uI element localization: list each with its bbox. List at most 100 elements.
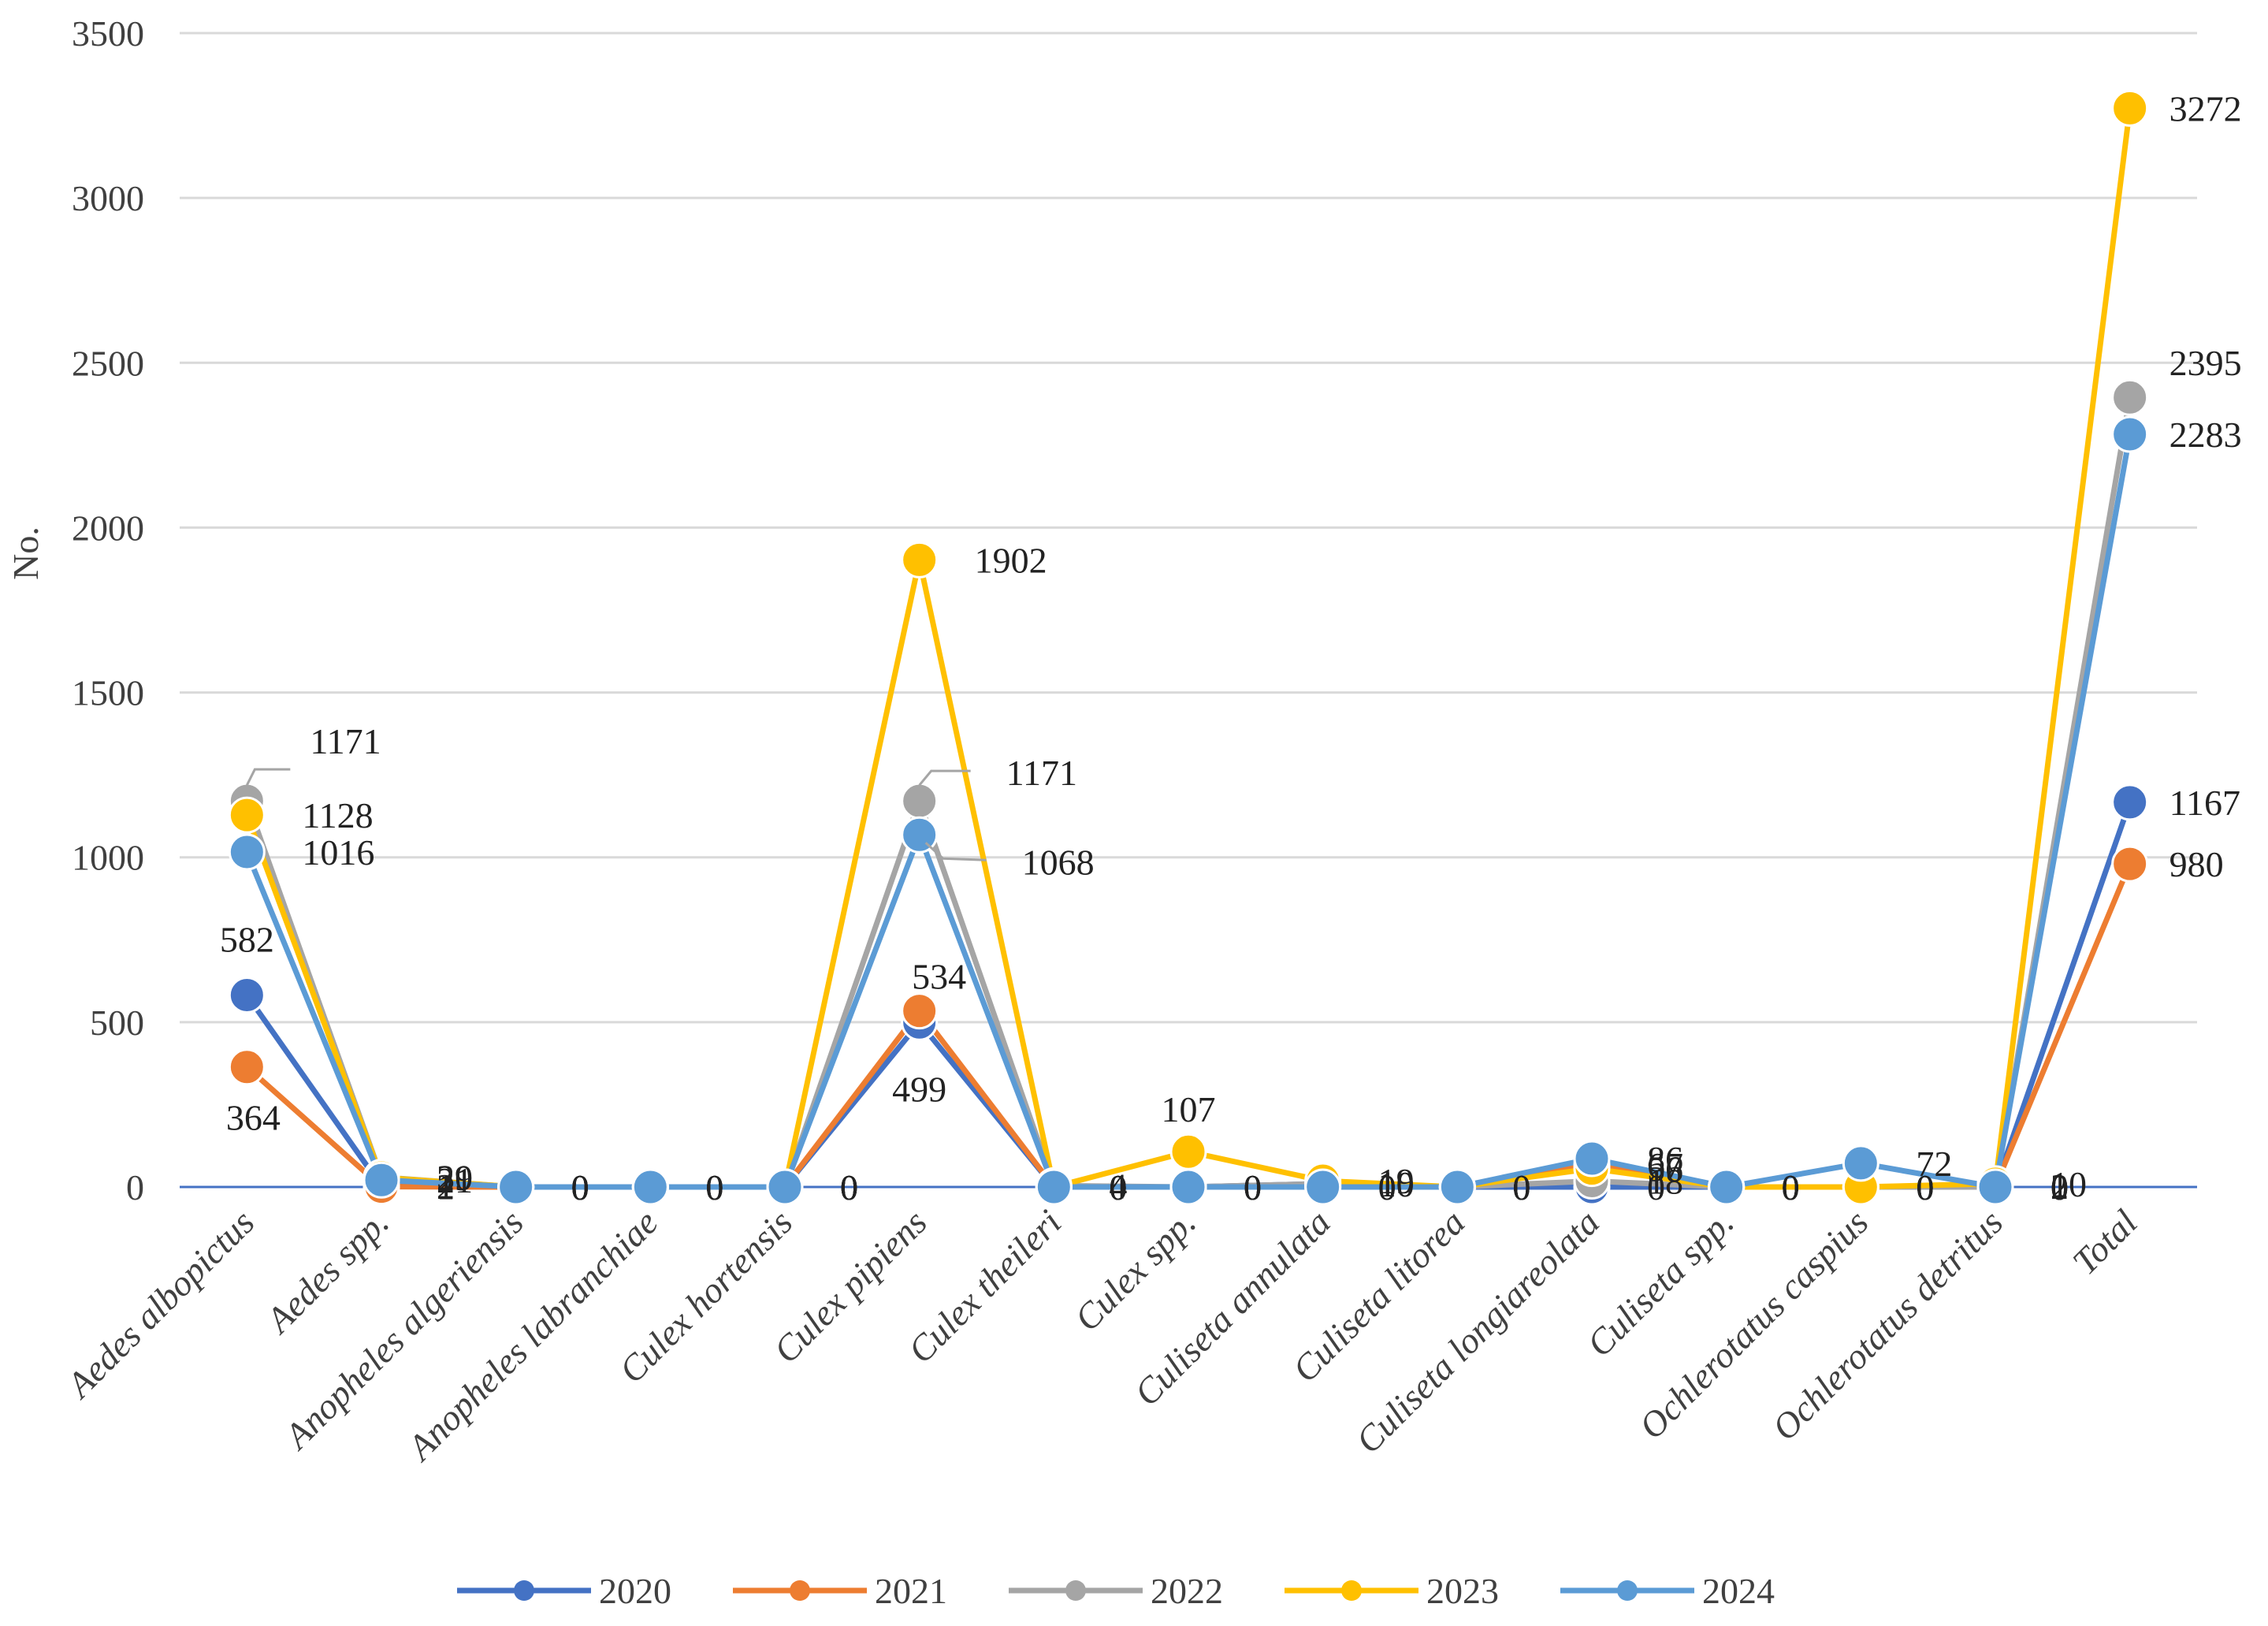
data-label: 29: [437, 1158, 473, 1198]
data-label: 0: [705, 1167, 723, 1207]
data-label: 0: [705, 1167, 723, 1207]
legend-label-2022: 2022: [1151, 1571, 1223, 1611]
legend-marker-2021: [790, 1580, 810, 1601]
data-label: 30: [437, 1157, 473, 1197]
data-label: 499: [892, 1069, 946, 1109]
x-category-label: Ochlerotatus detritus: [1764, 1202, 2010, 1448]
data-label: 0: [1378, 1167, 1396, 1207]
data-label: 1167: [2169, 783, 2240, 823]
data-label: 0: [1782, 1167, 1800, 1207]
data-label: 1171: [310, 721, 381, 761]
data-label: 1: [437, 1167, 455, 1207]
data-point: [1842, 1144, 1879, 1182]
legend: 2020 2021 2022 2023 2024: [457, 1571, 1775, 1611]
data-label: 0: [1782, 1167, 1800, 1207]
data-label: 21: [437, 1160, 473, 1200]
gridlines: [180, 32, 2197, 1189]
data-point: [2111, 378, 2149, 416]
data-label: 0: [1916, 1167, 1934, 1207]
data-label: 107: [1162, 1089, 1216, 1129]
data-label: 0: [1109, 1167, 1127, 1207]
data-label: 0: [571, 1167, 589, 1207]
data-label: 1902: [975, 540, 1047, 580]
y-axis-ticks: 0 500 1000 1500 2000 2500 3000 3500: [72, 13, 144, 1207]
data-point: [1304, 1168, 1342, 1206]
data-label: 0: [1916, 1167, 1934, 1207]
data-point: [1035, 1168, 1073, 1206]
data-point: [1573, 1140, 1611, 1178]
data-label: 56: [1647, 1149, 1683, 1189]
legend-label-2021: 2021: [875, 1571, 947, 1611]
series-lines: [244, 107, 2133, 1190]
data-label: 0: [571, 1167, 589, 1207]
data-point: [2111, 89, 2149, 127]
data-label: 0: [840, 1167, 858, 1207]
data-label: 0: [840, 1167, 858, 1207]
data-label: 0: [1782, 1167, 1800, 1207]
data-point: [766, 1168, 804, 1206]
legend-marker-2024: [1617, 1580, 1638, 1601]
y-tick-label: 3000: [72, 178, 144, 218]
data-label: 1068: [1022, 842, 1095, 882]
data-label: 86: [1647, 1139, 1683, 1179]
data-label: 10: [1378, 1164, 1415, 1204]
data-label: 0: [1782, 1167, 1800, 1207]
data-label: 0: [1916, 1167, 1934, 1207]
data-label: 0: [571, 1167, 589, 1207]
data-label: 0: [2050, 1167, 2069, 1207]
data-label: 0: [2050, 1167, 2069, 1207]
x-category-label: Aedes spp.: [257, 1202, 396, 1341]
data-label-leader: [918, 769, 971, 787]
data-label: 0: [1109, 1167, 1127, 1207]
x-category-label: Ochlerotatus caspius: [1631, 1202, 1876, 1446]
data-label: 2395: [2169, 343, 2242, 383]
y-tick-label: 1500: [72, 673, 144, 713]
data-label: 582: [220, 920, 274, 960]
data-point: [1438, 1168, 1476, 1206]
series-line-2023: [244, 107, 2133, 1190]
series-line-2024: [244, 433, 2133, 1190]
data-label: 0: [840, 1167, 858, 1207]
data-point: [2111, 783, 2149, 821]
data-label-leader: [245, 768, 291, 786]
legend-label-2020: 2020: [599, 1571, 671, 1611]
data-point: [228, 833, 266, 871]
data-point: [631, 1168, 669, 1206]
y-axis-title: No.: [6, 526, 46, 580]
data-point: [497, 1168, 535, 1206]
data-label: 0: [1916, 1167, 1934, 1207]
data-label: 0: [840, 1167, 858, 1207]
data-label: 0: [1378, 1167, 1396, 1207]
data-label: 0: [705, 1167, 723, 1207]
data-label: 0: [2050, 1167, 2069, 1207]
legend-marker-2022: [1065, 1580, 1086, 1601]
data-label: 3272: [2169, 88, 2242, 128]
data-label: 4: [1109, 1166, 1127, 1206]
data-point: [901, 992, 939, 1030]
data-label: 0: [705, 1167, 723, 1207]
x-category-label: Culiseta longiareolata: [1348, 1202, 1608, 1461]
x-category-label: Anopheles algeriensis: [275, 1202, 531, 1458]
data-label: 0: [1512, 1167, 1530, 1207]
data-point: [228, 977, 266, 1014]
x-category-label: Total: [2065, 1202, 2145, 1282]
y-tick-label: 2000: [72, 508, 144, 548]
data-label: 19: [1378, 1161, 1415, 1201]
y-tick-label: 2500: [72, 343, 144, 383]
data-label: 10: [1378, 1164, 1415, 1204]
data-label: 980: [2169, 844, 2224, 884]
data-point: [901, 541, 939, 579]
x-category-label: Aedes albopictus: [58, 1202, 262, 1407]
data-label: 1171: [1006, 753, 1077, 793]
series-line-2022: [244, 396, 2133, 1190]
data-label: 2: [2050, 1166, 2069, 1207]
data-point: [1976, 1168, 2014, 1206]
data-label: 0: [571, 1167, 589, 1207]
y-tick-label: 3500: [72, 13, 144, 54]
legend-marker-2020: [514, 1580, 534, 1601]
series-points: [228, 89, 2149, 1206]
x-category-label: Anopheles labranchiae: [398, 1202, 665, 1469]
data-label: 0: [1512, 1167, 1530, 1207]
data-point: [228, 1048, 266, 1086]
